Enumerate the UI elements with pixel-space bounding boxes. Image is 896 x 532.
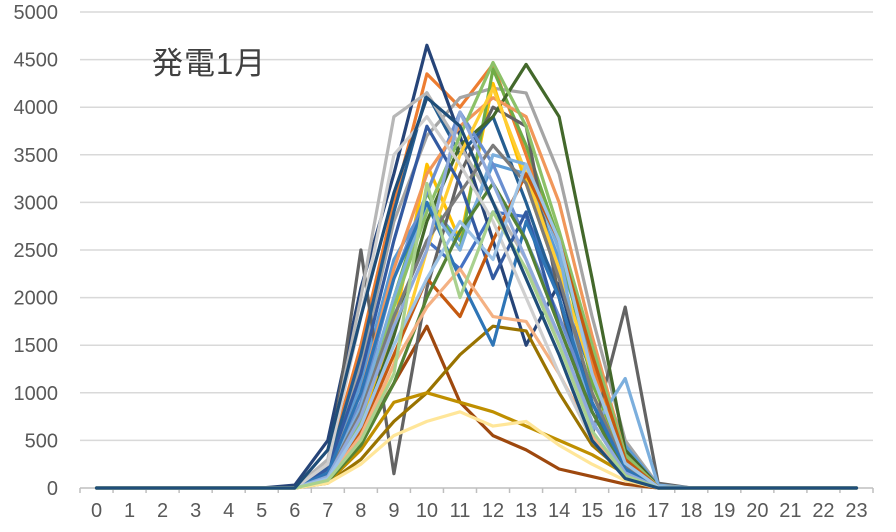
x-tick-label: 2 [157,500,168,522]
x-tick-label: 0 [91,500,102,522]
chart-title: 発電1月 [152,46,267,81]
y-tick-label: 3000 [14,192,59,214]
x-tick-label: 14 [548,500,570,522]
x-tick-label: 5 [256,500,267,522]
x-tick-label: 7 [322,500,333,522]
x-tick-label: 11 [450,500,471,522]
y-tick-label: 1500 [14,335,59,357]
x-tick-label: 20 [746,500,768,522]
series-line-29 [94,162,859,490]
series-line-26 [94,267,859,490]
x-tick-label: 9 [388,500,399,522]
y-tick-label: 500 [25,430,58,452]
x-axis-labels: 0 1 2 3 4 5 6 7 8 9 10 11 12 13 14 15 16 17 18 19 20 21 22 23 [91,500,868,522]
x-tick-label: 15 [581,500,603,522]
x-tick-label: 8 [355,500,366,522]
y-tick-label: 4500 [14,50,59,72]
y-tick-label: 5000 [14,2,59,24]
y-tick-label: 1000 [14,383,59,405]
x-tick-label: 6 [289,500,300,522]
x-tick-label: 12 [482,500,504,522]
x-tick-label: 21 [779,500,801,522]
y-tick-label: 4000 [14,97,59,119]
x-tick-label: 17 [647,500,669,522]
series-line-5 [94,162,859,490]
y-tick-label: 2000 [14,288,59,310]
x-tick-label: 22 [812,500,834,522]
series-line-21 [94,143,859,490]
x-tick-label: 1 [124,500,135,522]
x-tick-label: 19 [713,500,735,522]
series-line-31 [94,96,859,490]
series-lines [94,43,859,490]
x-tick-label: 23 [845,500,867,522]
x-tick-label: 13 [515,500,537,522]
y-tick-label: 0 [47,478,58,500]
x-tick-label: 16 [614,500,636,522]
y-tick-label: 2500 [14,240,59,262]
x-tick-label: 10 [416,500,438,522]
series-line-28 [94,410,859,490]
y-axis-labels: 0 500 1000 1500 2000 2500 3000 3500 4000 4500 5000 [14,2,59,500]
x-tick-label: 18 [680,500,702,522]
series-line-19 [94,124,859,490]
y-tick-label: 3500 [14,145,59,167]
x-tick-label: 3 [190,500,201,522]
x-tick-label: 4 [223,500,234,522]
